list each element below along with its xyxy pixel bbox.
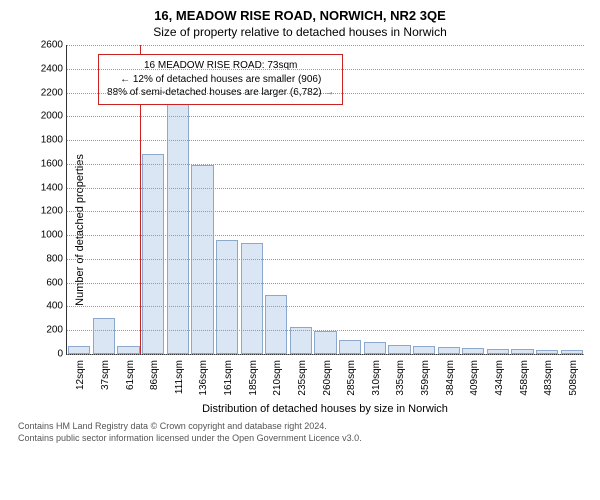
- grid-line: [67, 306, 584, 307]
- bar-slot: 508sqm: [560, 45, 585, 354]
- bar-slot: 434sqm: [486, 45, 511, 354]
- plot-inner: 12sqm37sqm61sqm86sqm111sqm136sqm161sqm18…: [66, 45, 584, 355]
- annotation-box: 16 MEADOW RISE ROAD: 73sqm ← 12% of deta…: [98, 54, 343, 105]
- page-title: 16, MEADOW RISE ROAD, NORWICH, NR2 3QE: [8, 8, 592, 23]
- histogram-bar: [93, 318, 115, 354]
- grid-line: [67, 45, 584, 46]
- grid-line: [67, 211, 584, 212]
- histogram-bar: [265, 295, 287, 354]
- bar-slot: 483sqm: [535, 45, 560, 354]
- x-tick-label: 434sqm: [494, 360, 505, 396]
- y-tick-label: 1600: [25, 158, 63, 169]
- y-tick-label: 200: [25, 325, 63, 336]
- y-tick-label: 1400: [25, 182, 63, 193]
- footer: Contains HM Land Registry data © Crown c…: [8, 421, 592, 444]
- bar-slot: 384sqm: [436, 45, 461, 354]
- bar-slot: 335sqm: [387, 45, 412, 354]
- x-tick-label: 185sqm: [248, 360, 259, 396]
- grid-line: [67, 69, 584, 70]
- chart-container: Number of detached properties 12sqm37sqm…: [8, 45, 592, 415]
- x-tick-label: 136sqm: [198, 360, 209, 396]
- histogram-bar: [216, 240, 238, 354]
- histogram-bar: [68, 346, 90, 354]
- x-tick-label: 161sqm: [223, 360, 234, 396]
- bar-slot: 409sqm: [461, 45, 486, 354]
- y-tick-label: 0: [25, 349, 63, 360]
- y-tick-label: 2600: [25, 40, 63, 51]
- plot-area: 12sqm37sqm61sqm86sqm111sqm136sqm161sqm18…: [66, 45, 584, 355]
- bar-slot: 310sqm: [363, 45, 388, 354]
- x-tick-label: 37sqm: [100, 360, 111, 390]
- x-tick-label: 235sqm: [297, 360, 308, 396]
- bar-slot: 12sqm: [67, 45, 92, 354]
- y-tick-label: 800: [25, 253, 63, 264]
- grid-line: [67, 140, 584, 141]
- grid-line: [67, 164, 584, 165]
- x-tick-label: 508sqm: [568, 360, 579, 396]
- histogram-bar: [388, 345, 410, 355]
- histogram-bar: [339, 340, 361, 354]
- x-tick-label: 285sqm: [346, 360, 357, 396]
- histogram-bar: [241, 243, 263, 354]
- grid-line: [67, 354, 584, 355]
- grid-line: [67, 283, 584, 284]
- y-tick-label: 600: [25, 277, 63, 288]
- annotation-line2: ← 12% of detached houses are smaller (90…: [107, 73, 334, 87]
- grid-line: [67, 259, 584, 260]
- annotation-line1: 16 MEADOW RISE ROAD: 73sqm: [107, 59, 334, 73]
- y-tick-label: 2400: [25, 63, 63, 74]
- histogram-bar: [142, 154, 164, 354]
- histogram-bar: [413, 346, 435, 354]
- x-tick-label: 12sqm: [75, 360, 86, 390]
- y-tick-label: 2200: [25, 87, 63, 98]
- grid-line: [67, 235, 584, 236]
- x-tick-label: 310sqm: [371, 360, 382, 396]
- x-tick-label: 111sqm: [174, 360, 185, 394]
- x-tick-label: 86sqm: [149, 360, 160, 390]
- x-tick-label: 458sqm: [519, 360, 530, 396]
- page-subtitle: Size of property relative to detached ho…: [8, 25, 592, 39]
- histogram-bar: [167, 98, 189, 354]
- histogram-bar: [314, 331, 336, 354]
- footer-line1: Contains HM Land Registry data © Crown c…: [18, 421, 592, 433]
- grid-line: [67, 330, 584, 331]
- x-tick-label: 335sqm: [395, 360, 406, 396]
- grid-line: [67, 188, 584, 189]
- x-tick-label: 61sqm: [125, 360, 136, 390]
- grid-line: [67, 116, 584, 117]
- x-axis-label: Distribution of detached houses by size …: [66, 403, 584, 415]
- x-tick-label: 384sqm: [445, 360, 456, 396]
- x-tick-label: 409sqm: [469, 360, 480, 396]
- histogram-bar: [438, 347, 460, 354]
- grid-line: [67, 93, 584, 94]
- y-tick-label: 1000: [25, 230, 63, 241]
- bar-slot: 458sqm: [510, 45, 535, 354]
- histogram-bar: [364, 342, 386, 354]
- footer-line2: Contains public sector information licen…: [18, 433, 592, 445]
- y-tick-label: 1800: [25, 135, 63, 146]
- y-tick-label: 2000: [25, 111, 63, 122]
- y-tick-label: 400: [25, 301, 63, 312]
- y-tick-label: 1200: [25, 206, 63, 217]
- x-tick-label: 260sqm: [322, 360, 333, 396]
- x-tick-label: 359sqm: [420, 360, 431, 396]
- histogram-bar: [117, 346, 139, 354]
- x-tick-label: 210sqm: [272, 360, 283, 396]
- x-tick-label: 483sqm: [543, 360, 554, 396]
- bar-slot: 359sqm: [412, 45, 437, 354]
